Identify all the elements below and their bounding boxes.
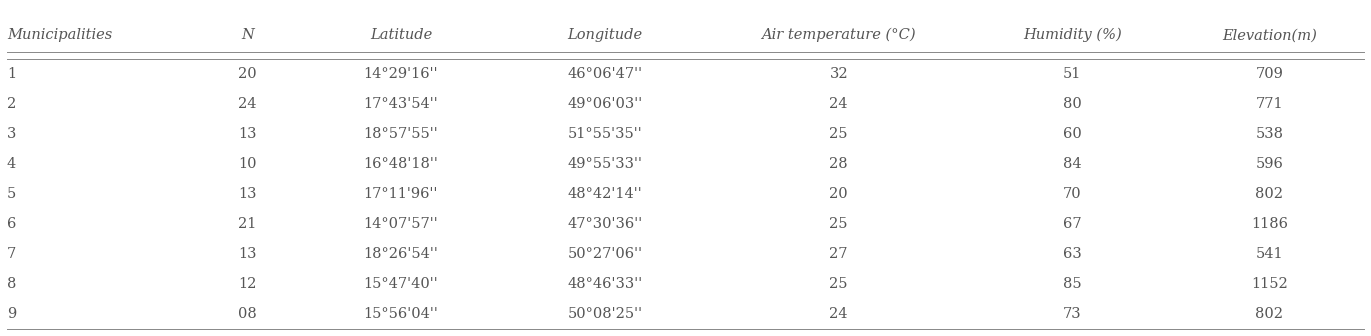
Text: 49°55'33'': 49°55'33'' [568,157,643,171]
Text: 27: 27 [829,247,849,261]
Text: 73: 73 [1063,307,1082,321]
Text: 13: 13 [239,247,256,261]
Text: N: N [241,28,254,42]
Text: 7: 7 [7,247,16,261]
Text: 14°07'57'': 14°07'57'' [363,217,439,231]
Text: 67: 67 [1063,217,1082,231]
Text: 63: 63 [1063,247,1082,261]
Text: 1152: 1152 [1250,277,1287,291]
Text: 51: 51 [1063,67,1082,81]
Text: 3: 3 [7,127,16,141]
Text: 60: 60 [1063,127,1082,141]
Text: 12: 12 [239,277,256,291]
Text: 20: 20 [829,187,849,201]
Text: 24: 24 [239,97,256,111]
Text: 25: 25 [829,217,849,231]
Text: 17°11'96'': 17°11'96'' [363,187,439,201]
Text: 4: 4 [7,157,16,171]
Text: 13: 13 [239,187,256,201]
Text: 08: 08 [239,307,256,321]
Text: 16°48'18'': 16°48'18'' [363,157,439,171]
Text: Latitude: Latitude [370,28,432,42]
Text: 802: 802 [1256,307,1283,321]
Text: 15°56'04'': 15°56'04'' [363,307,439,321]
Text: 24: 24 [829,307,849,321]
Text: 17°43'54'': 17°43'54'' [363,97,439,111]
Text: 25: 25 [829,277,849,291]
Text: 25: 25 [829,127,849,141]
Text: Longitude: Longitude [568,28,643,42]
Text: 5: 5 [7,187,16,201]
Text: 10: 10 [239,157,256,171]
Text: 47°30'36'': 47°30'36'' [568,217,643,231]
Text: 9: 9 [7,307,16,321]
Text: 18°57'55'': 18°57'55'' [363,127,439,141]
Text: 51°55'35'': 51°55'35'' [568,127,643,141]
Text: 50°08'25'': 50°08'25'' [568,307,643,321]
Text: 20: 20 [239,67,256,81]
Text: 28: 28 [829,157,849,171]
Text: 8: 8 [7,277,16,291]
Text: 18°26'54'': 18°26'54'' [363,247,439,261]
Text: 85: 85 [1063,277,1082,291]
Text: 80: 80 [1063,97,1082,111]
Text: 596: 596 [1256,157,1283,171]
Text: 50°27'06'': 50°27'06'' [568,247,643,261]
Text: 541: 541 [1256,247,1283,261]
Text: 14°29'16'': 14°29'16'' [363,67,439,81]
Text: 46°06'47'': 46°06'47'' [568,67,643,81]
Text: Municipalities: Municipalities [7,28,112,42]
Text: 24: 24 [829,97,849,111]
Text: Humidity (%): Humidity (%) [1023,28,1121,42]
Text: 1: 1 [7,67,16,81]
Text: 1186: 1186 [1250,217,1287,231]
Text: 32: 32 [829,67,849,81]
Text: 538: 538 [1256,127,1283,141]
Text: 21: 21 [239,217,256,231]
Text: Elevation(m): Elevation(m) [1222,28,1316,42]
Text: 13: 13 [239,127,256,141]
Text: 802: 802 [1256,187,1283,201]
Text: 84: 84 [1063,157,1082,171]
Text: Air temperature (°C): Air temperature (°C) [761,28,916,42]
Text: 70: 70 [1063,187,1082,201]
Text: 48°46'33'': 48°46'33'' [568,277,643,291]
Text: 2: 2 [7,97,16,111]
Text: 771: 771 [1256,97,1283,111]
Text: 48°42'14'': 48°42'14'' [568,187,643,201]
Text: 49°06'03'': 49°06'03'' [568,97,643,111]
Text: 709: 709 [1256,67,1283,81]
Text: 6: 6 [7,217,16,231]
Text: 15°47'40'': 15°47'40'' [363,277,439,291]
